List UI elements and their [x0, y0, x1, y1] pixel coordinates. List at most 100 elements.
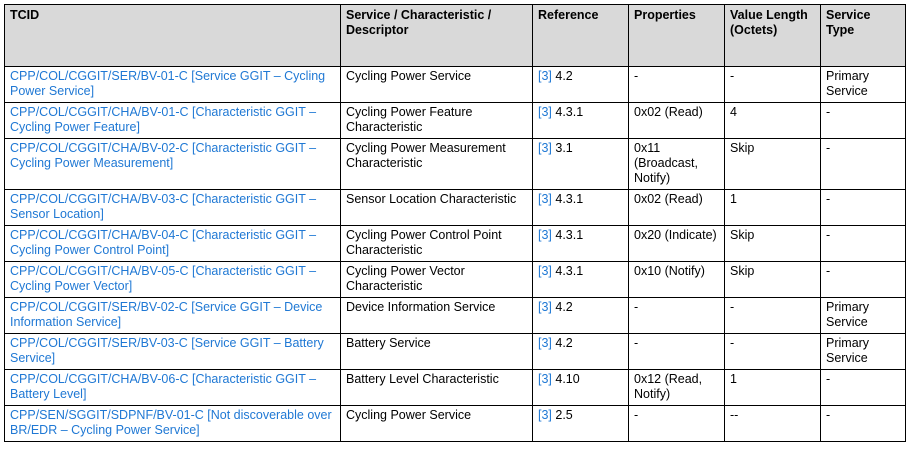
table-row: CPP/COL/CGGIT/SER/BV-01-C [Service GGIT …: [4, 66, 906, 103]
tcid-cell: CPP/COL/CGGIT/CHA/BV-05-C [Characteristi…: [4, 261, 341, 298]
reference-link[interactable]: [3]: [538, 372, 552, 386]
value-length-cell: -: [724, 297, 821, 334]
value-length-cell: Skip: [724, 261, 821, 298]
reference-link[interactable]: [3]: [538, 408, 552, 422]
properties-cell: 0x20 (Indicate): [628, 225, 725, 262]
reference-link[interactable]: [3]: [538, 300, 552, 314]
reference-cell: [3] 2.5: [532, 405, 629, 442]
value-length-cell: Skip: [724, 138, 821, 190]
reference-cell: [3] 4.2: [532, 333, 629, 370]
reference-link[interactable]: [3]: [538, 264, 552, 278]
reference-cell: [3] 4.2: [532, 297, 629, 334]
tcid-link[interactable]: CPP/COL/CGGIT/SER/BV-02-C [Service GGIT …: [10, 300, 323, 329]
service-type-cell: -: [820, 261, 906, 298]
service-cell: Cycling Power Vector Characteristic: [340, 261, 533, 298]
header-service: Service / Characteristic / Descriptor: [340, 4, 533, 67]
service-cell: Battery Level Characteristic: [340, 369, 533, 406]
reference-link[interactable]: [3]: [538, 105, 552, 119]
tcid-link[interactable]: CPP/COL/CGGIT/CHA/BV-03-C [Characteristi…: [10, 192, 317, 221]
service-type-cell: -: [820, 369, 906, 406]
service-type-cell: Primary Service: [820, 66, 906, 103]
service-cell: Cycling Power Service: [340, 66, 533, 103]
service-type-cell: Primary Service: [820, 333, 906, 370]
tcid-link[interactable]: CPP/COL/CGGIT/SER/BV-03-C [Service GGIT …: [10, 336, 324, 365]
tcid-cell: CPP/COL/CGGIT/SER/BV-01-C [Service GGIT …: [4, 66, 341, 103]
tcid-link[interactable]: CPP/COL/CGGIT/CHA/BV-01-C [Characteristi…: [10, 105, 317, 134]
service-type-cell: -: [820, 189, 906, 226]
header-tcid: TCID: [4, 4, 341, 67]
table-row: CPP/COL/CGGIT/CHA/BV-05-C [Characteristi…: [4, 261, 906, 298]
table-row: CPP/COL/CGGIT/SER/BV-02-C [Service GGIT …: [4, 297, 906, 334]
properties-cell: -: [628, 66, 725, 103]
service-cell: Cycling Power Measurement Characteristic: [340, 138, 533, 190]
table-row: CPP/COL/CGGIT/CHA/BV-06-C [Characteristi…: [4, 369, 906, 406]
reference-link[interactable]: [3]: [538, 228, 552, 242]
service-cell: Battery Service: [340, 333, 533, 370]
value-length-cell: -: [724, 66, 821, 103]
service-cell: Cycling Power Control Point Characterist…: [340, 225, 533, 262]
service-type-cell: -: [820, 405, 906, 442]
value-length-cell: Skip: [724, 225, 821, 262]
reference-section: 4.3.1: [551, 264, 584, 278]
value-length-cell: 1: [724, 369, 821, 406]
properties-cell: -: [628, 405, 725, 442]
tcid-cell: CPP/COL/CGGIT/CHA/BV-02-C [Characteristi…: [4, 138, 341, 190]
reference-cell: [3] 4.3.1: [532, 261, 629, 298]
header-service-type: Service Type: [820, 4, 906, 67]
tcid-cell: CPP/COL/CGGIT/CHA/BV-03-C [Characteristi…: [4, 189, 341, 226]
table-row: CPP/COL/CGGIT/CHA/BV-03-C [Characteristi…: [4, 189, 906, 226]
service-type-cell: -: [820, 102, 906, 139]
reference-section: 4.3.1: [551, 105, 584, 119]
table-header-row: TCID Service / Characteristic / Descript…: [4, 4, 906, 67]
reference-cell: [3] 4.3.1: [532, 225, 629, 262]
tcid-cell: CPP/COL/CGGIT/CHA/BV-01-C [Characteristi…: [4, 102, 341, 139]
test-case-table: TCID Service / Characteristic / Descript…: [4, 4, 906, 442]
service-cell: Sensor Location Characteristic: [340, 189, 533, 226]
header-properties: Properties: [628, 4, 725, 67]
table-row: CPP/SEN/SGGIT/SDPNF/BV-01-C [Not discove…: [4, 405, 906, 442]
properties-cell: 0x10 (Notify): [628, 261, 725, 298]
properties-cell: 0x12 (Read, Notify): [628, 369, 725, 406]
reference-link[interactable]: [3]: [538, 141, 552, 155]
properties-cell: 0x11 (Broadcast, Notify): [628, 138, 725, 190]
service-type-cell: -: [820, 225, 906, 262]
header-value-length: Value Length (Octets): [724, 4, 821, 67]
value-length-cell: --: [724, 405, 821, 442]
reference-section: 4.2: [551, 336, 573, 350]
table-row: CPP/COL/CGGIT/CHA/BV-02-C [Characteristi…: [4, 138, 906, 190]
tcid-link[interactable]: CPP/COL/CGGIT/CHA/BV-02-C [Characteristi…: [10, 141, 317, 170]
properties-cell: -: [628, 297, 725, 334]
value-length-cell: 1: [724, 189, 821, 226]
service-cell: Cycling Power Feature Characteristic: [340, 102, 533, 139]
value-length-cell: -: [724, 333, 821, 370]
tcid-link[interactable]: CPP/SEN/SGGIT/SDPNF/BV-01-C [Not discove…: [10, 408, 332, 437]
tcid-cell: CPP/COL/CGGIT/CHA/BV-06-C [Characteristi…: [4, 369, 341, 406]
reference-link[interactable]: [3]: [538, 336, 552, 350]
reference-cell: [3] 3.1: [532, 138, 629, 190]
reference-section: 4.2: [551, 69, 573, 83]
reference-section: 2.5: [551, 408, 573, 422]
tcid-link[interactable]: CPP/COL/CGGIT/CHA/BV-04-C [Characteristi…: [10, 228, 317, 257]
service-type-cell: Primary Service: [820, 297, 906, 334]
tcid-cell: CPP/COL/CGGIT/CHA/BV-04-C [Characteristi…: [4, 225, 341, 262]
table-row: CPP/COL/CGGIT/CHA/BV-01-C [Characteristi…: [4, 102, 906, 139]
tcid-link[interactable]: CPP/COL/CGGIT/CHA/BV-06-C [Characteristi…: [10, 372, 317, 401]
reference-section: 4.3.1: [551, 228, 584, 242]
reference-cell: [3] 4.3.1: [532, 189, 629, 226]
tcid-cell: CPP/COL/CGGIT/SER/BV-03-C [Service GGIT …: [4, 333, 341, 370]
tcid-link[interactable]: CPP/COL/CGGIT/CHA/BV-05-C [Characteristi…: [10, 264, 317, 293]
properties-cell: -: [628, 333, 725, 370]
service-type-cell: -: [820, 138, 906, 190]
reference-section: 4.3.1: [551, 192, 584, 206]
reference-cell: [3] 4.10: [532, 369, 629, 406]
table-row: CPP/COL/CGGIT/CHA/BV-04-C [Characteristi…: [4, 225, 906, 262]
tcid-cell: CPP/SEN/SGGIT/SDPNF/BV-01-C [Not discove…: [4, 405, 341, 442]
header-reference: Reference: [532, 4, 629, 67]
reference-section: 4.10: [551, 372, 580, 386]
service-cell: Cycling Power Service: [340, 405, 533, 442]
tcid-link[interactable]: CPP/COL/CGGIT/SER/BV-01-C [Service GGIT …: [10, 69, 326, 98]
reference-link[interactable]: [3]: [538, 69, 552, 83]
table-row: CPP/COL/CGGIT/SER/BV-03-C [Service GGIT …: [4, 333, 906, 370]
value-length-cell: 4: [724, 102, 821, 139]
reference-link[interactable]: [3]: [538, 192, 552, 206]
